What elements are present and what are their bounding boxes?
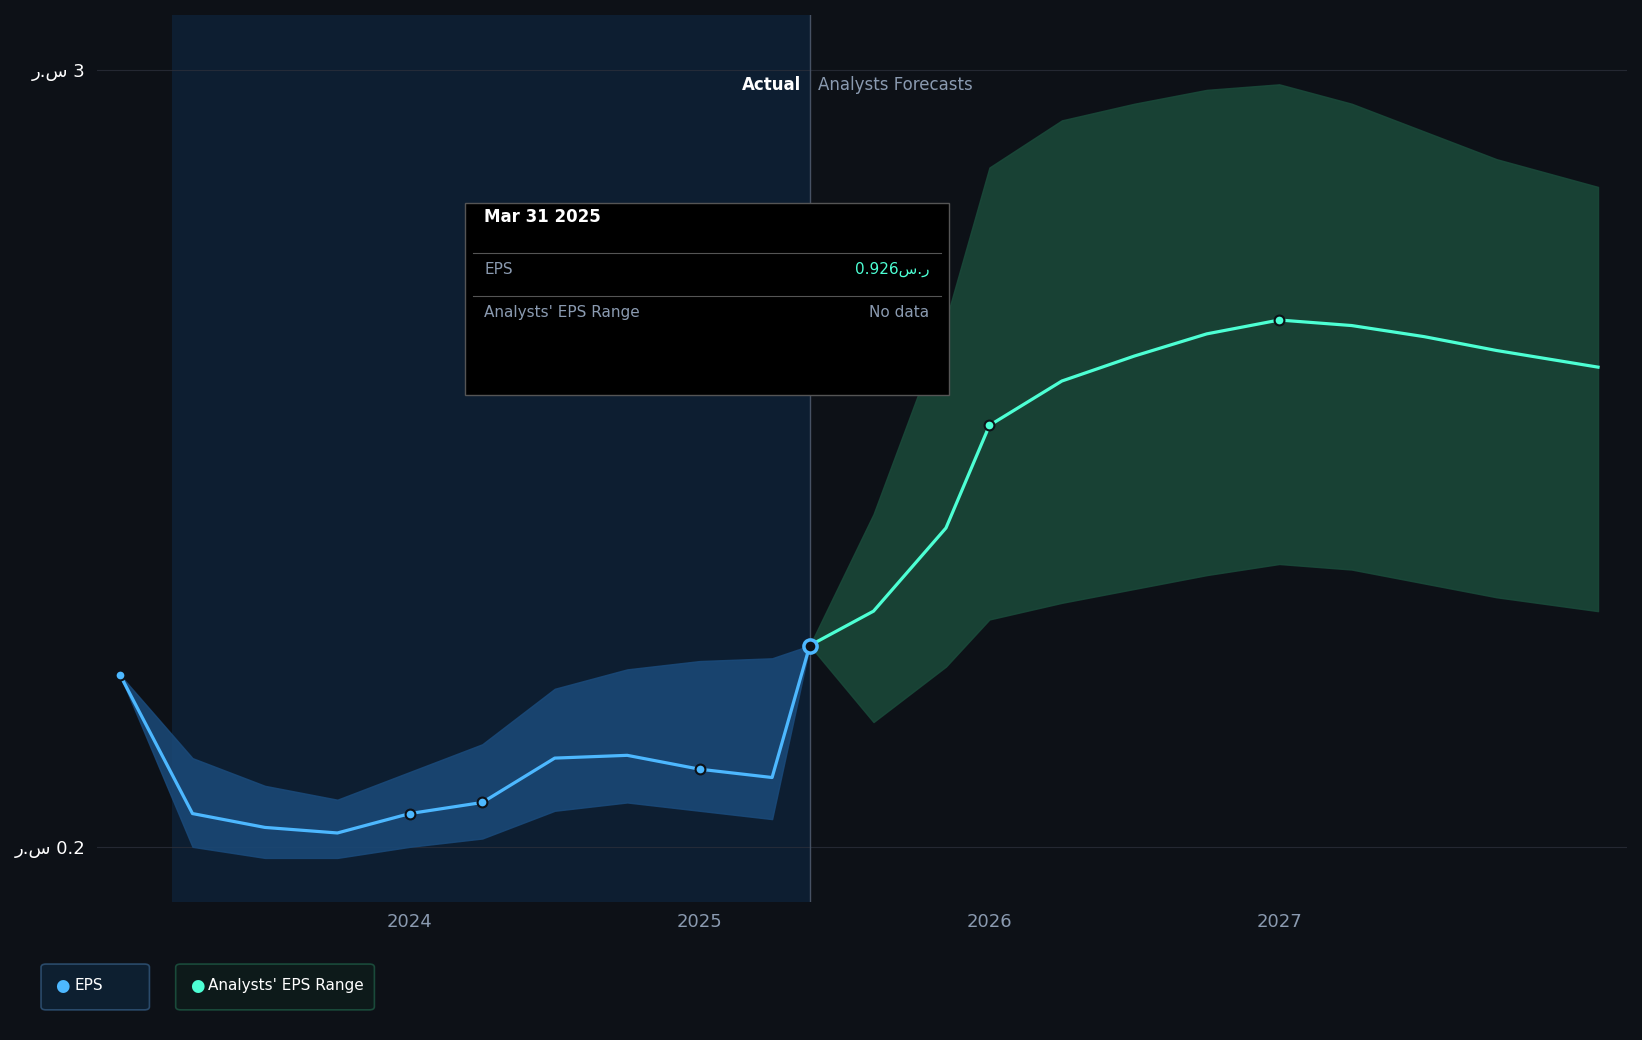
Text: Actual: Actual — [742, 76, 801, 94]
Point — [796, 638, 823, 654]
Point — [977, 417, 1003, 434]
Text: EPS: EPS — [484, 261, 512, 277]
Point — [1266, 312, 1292, 329]
Text: No data: No data — [869, 305, 929, 320]
Text: EPS: EPS — [74, 979, 103, 993]
Text: Analysts' EPS Range: Analysts' EPS Range — [484, 305, 640, 320]
Bar — [172, 15, 810, 903]
Text: ●: ● — [190, 977, 204, 995]
Point — [686, 761, 713, 778]
Text: Analysts Forecasts: Analysts Forecasts — [818, 76, 974, 94]
Text: ●: ● — [56, 977, 69, 995]
Point — [107, 667, 133, 683]
Point — [397, 805, 424, 822]
Point — [470, 795, 496, 811]
Text: 0.926س.ر: 0.926س.ر — [855, 261, 929, 277]
Text: Mar 31 2025: Mar 31 2025 — [484, 208, 601, 226]
Text: Analysts' EPS Range: Analysts' EPS Range — [209, 979, 363, 993]
